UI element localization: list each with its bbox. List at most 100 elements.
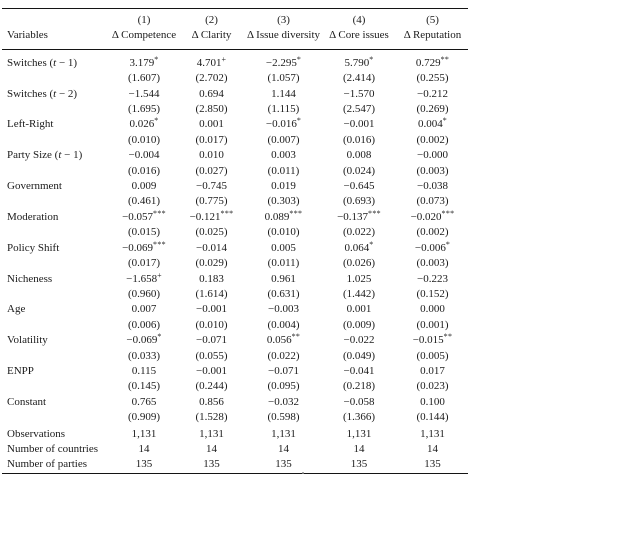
column-header-clarity: Δ Clarity (177, 28, 246, 50)
coefficient-row: Government 0.009 −0.745 0.019 −0.645 −0.038 (2, 179, 468, 194)
standard-error-cell: (0.025) (195, 226, 228, 239)
significance-marker: * (157, 332, 162, 342)
empty-label-cell (2, 379, 111, 394)
summary-value-cell: 1,131 (199, 427, 224, 440)
coefficient-cell: 0.089*** (264, 208, 303, 223)
coefficient-row: Age 0.007 −0.001 −0.003 0.001 0.000 (2, 302, 468, 317)
header-spacer (2, 9, 111, 29)
standard-error-row: (0.145) (0.244) (0.095) (0.218) (0.023) (2, 379, 468, 394)
summary-value-cell: 135 (135, 458, 153, 471)
summary-value-cell: 1,131 (271, 427, 296, 440)
coefficient-cell: −0.041 (343, 364, 375, 377)
column-header-core-issues: Δ Core issues (321, 28, 397, 50)
significance-marker: *** (220, 208, 234, 218)
significance-marker: ** (443, 332, 453, 342)
standard-error-cell: (0.004) (267, 318, 300, 331)
coefficient-row: Moderation −0.057*** −0.121*** 0.089*** −0.1… (2, 208, 468, 225)
model-number: (3) (277, 14, 290, 26)
coefficient-row: Switches (t − 1) 3.179* 4.701+ −2.295* 5.790… (2, 49, 468, 71)
standard-error-cell: (2.547) (342, 103, 376, 116)
standard-error-cell: (1.607) (127, 72, 161, 85)
standard-error-cell: (0.010) (127, 133, 161, 146)
significance-marker: * (296, 54, 302, 64)
standard-error-cell: (0.022) (267, 349, 300, 362)
coefficient-cell: 0.004* (417, 116, 448, 131)
standard-error-cell: (0.011) (267, 164, 300, 177)
coefficient-cell: −1.658+ (126, 270, 162, 285)
variable-label: Switches (t − 1) (7, 56, 78, 69)
coefficient-cell: 1.025 (346, 272, 372, 285)
standard-error-cell: (0.144) (416, 411, 449, 424)
coefficient-cell: −0.003 (268, 303, 299, 316)
column-header-reputation: Δ Reputation (397, 28, 468, 50)
standard-error-cell: (0.005) (416, 349, 449, 362)
coefficient-cell: −0.001 (343, 118, 375, 131)
coefficient-cell: −0.137*** (337, 208, 381, 223)
coefficient-cell: 0.019 (271, 180, 296, 193)
coefficient-cell: 0.961 (271, 272, 296, 285)
coefficient-cell: 1.144 (271, 87, 296, 100)
standard-error-cell: (0.461) (127, 195, 161, 208)
regression-table-grid: (1) (2) (3) (4) (5) Variables Δ Competen… (2, 8, 468, 474)
coefficient-row: Nicheness −1.658+ 0.183 0.961 1.025 −0.223 (2, 270, 468, 287)
coefficient-cell: −0.071 (268, 364, 299, 377)
summary-value-cell: 135 (424, 458, 441, 471)
coefficient-cell: −0.745 (196, 180, 227, 193)
coefficient-cell: −2.295* (265, 54, 302, 69)
standard-error-row: (0.909) (1.528) (0.598) (1.366) (0.144) (2, 410, 468, 426)
model-number: (5) (426, 14, 439, 26)
significance-marker: *** (441, 208, 455, 218)
dependent-variable-row: Variables Δ Competence Δ Clarity Δ Issue… (2, 28, 468, 50)
coefficient-cell: 0.694 (199, 87, 224, 100)
model-number: (4) (352, 14, 366, 26)
coefficient-cell: 3.179* (129, 54, 159, 69)
empty-label-cell (2, 225, 111, 240)
standard-error-cell: (0.024) (342, 164, 376, 177)
standard-error-cell: (0.015) (127, 226, 161, 239)
coefficient-cell: −0.645 (343, 180, 375, 193)
standard-error-row: (0.015) (0.025) (0.010) (0.022) (0.002) (2, 225, 468, 240)
summary-value-cell: 14 (353, 442, 365, 455)
standard-error-cell: (0.145) (127, 380, 161, 393)
standard-error-row: (0.006) (0.010) (0.004) (0.009) (0.001) (2, 318, 468, 333)
standard-error-cell: (0.023) (416, 380, 449, 393)
standard-error-cell: (0.017) (127, 257, 161, 270)
coefficient-cell: 0.007 (131, 303, 157, 316)
standard-error-cell: (0.073) (416, 195, 449, 208)
standard-error-cell: (0.006) (127, 318, 161, 331)
coefficient-cell: −0.020*** (410, 208, 455, 223)
variable-label: Moderation (7, 210, 59, 223)
coefficient-cell: 0.001 (199, 118, 224, 131)
standard-error-cell: (0.909) (127, 411, 161, 424)
coefficient-cell: −0.015** (412, 332, 453, 347)
variable-label: Left-Right (7, 118, 54, 131)
summary-row: Number of countries 14 14 14 14 14 (2, 442, 468, 457)
summary-value-cell: 135 (350, 458, 368, 471)
summary-value-cell: 1,131 (346, 427, 372, 440)
variable-label: Government (7, 180, 62, 193)
summary-row: Number of parties 135 135 135 135 135 (2, 457, 468, 473)
significance-marker: ** (440, 54, 450, 64)
empty-label-cell (2, 349, 111, 364)
table-body: Switches (t − 1) 3.179* 4.701+ −2.295* 5.790… (2, 49, 468, 473)
coefficient-row: Party Size (t − 1) −0.004 0.010 0.003 0.008 −… (2, 148, 468, 163)
significance-marker: * (445, 239, 451, 249)
coefficient-cell: −1.544 (128, 87, 160, 100)
coefficient-cell: −0.057*** (122, 208, 166, 223)
standard-error-cell: (1.614) (195, 287, 228, 300)
significance-marker: + (221, 54, 227, 64)
standard-error-cell: (0.027) (195, 164, 228, 177)
significance-marker: *** (368, 208, 381, 218)
summary-value-cell: 14 (427, 442, 438, 455)
standard-error-row: (0.461) (0.775) (0.303) (0.693) (0.073) (2, 194, 468, 209)
standard-error-cell: (2.850) (195, 103, 228, 116)
model-number-row: (1) (2) (3) (4) (5) (2, 9, 468, 29)
standard-error-cell: (0.218) (342, 380, 376, 393)
standard-error-cell: (1.366) (342, 411, 376, 424)
coefficient-cell: −0.001 (196, 303, 227, 316)
significance-marker: * (154, 116, 159, 126)
coefficient-cell: −0.212 (417, 87, 448, 100)
standard-error-cell: (0.775) (195, 195, 228, 208)
coefficient-cell: 5.790* (344, 54, 374, 69)
significance-marker: ** (291, 332, 301, 342)
